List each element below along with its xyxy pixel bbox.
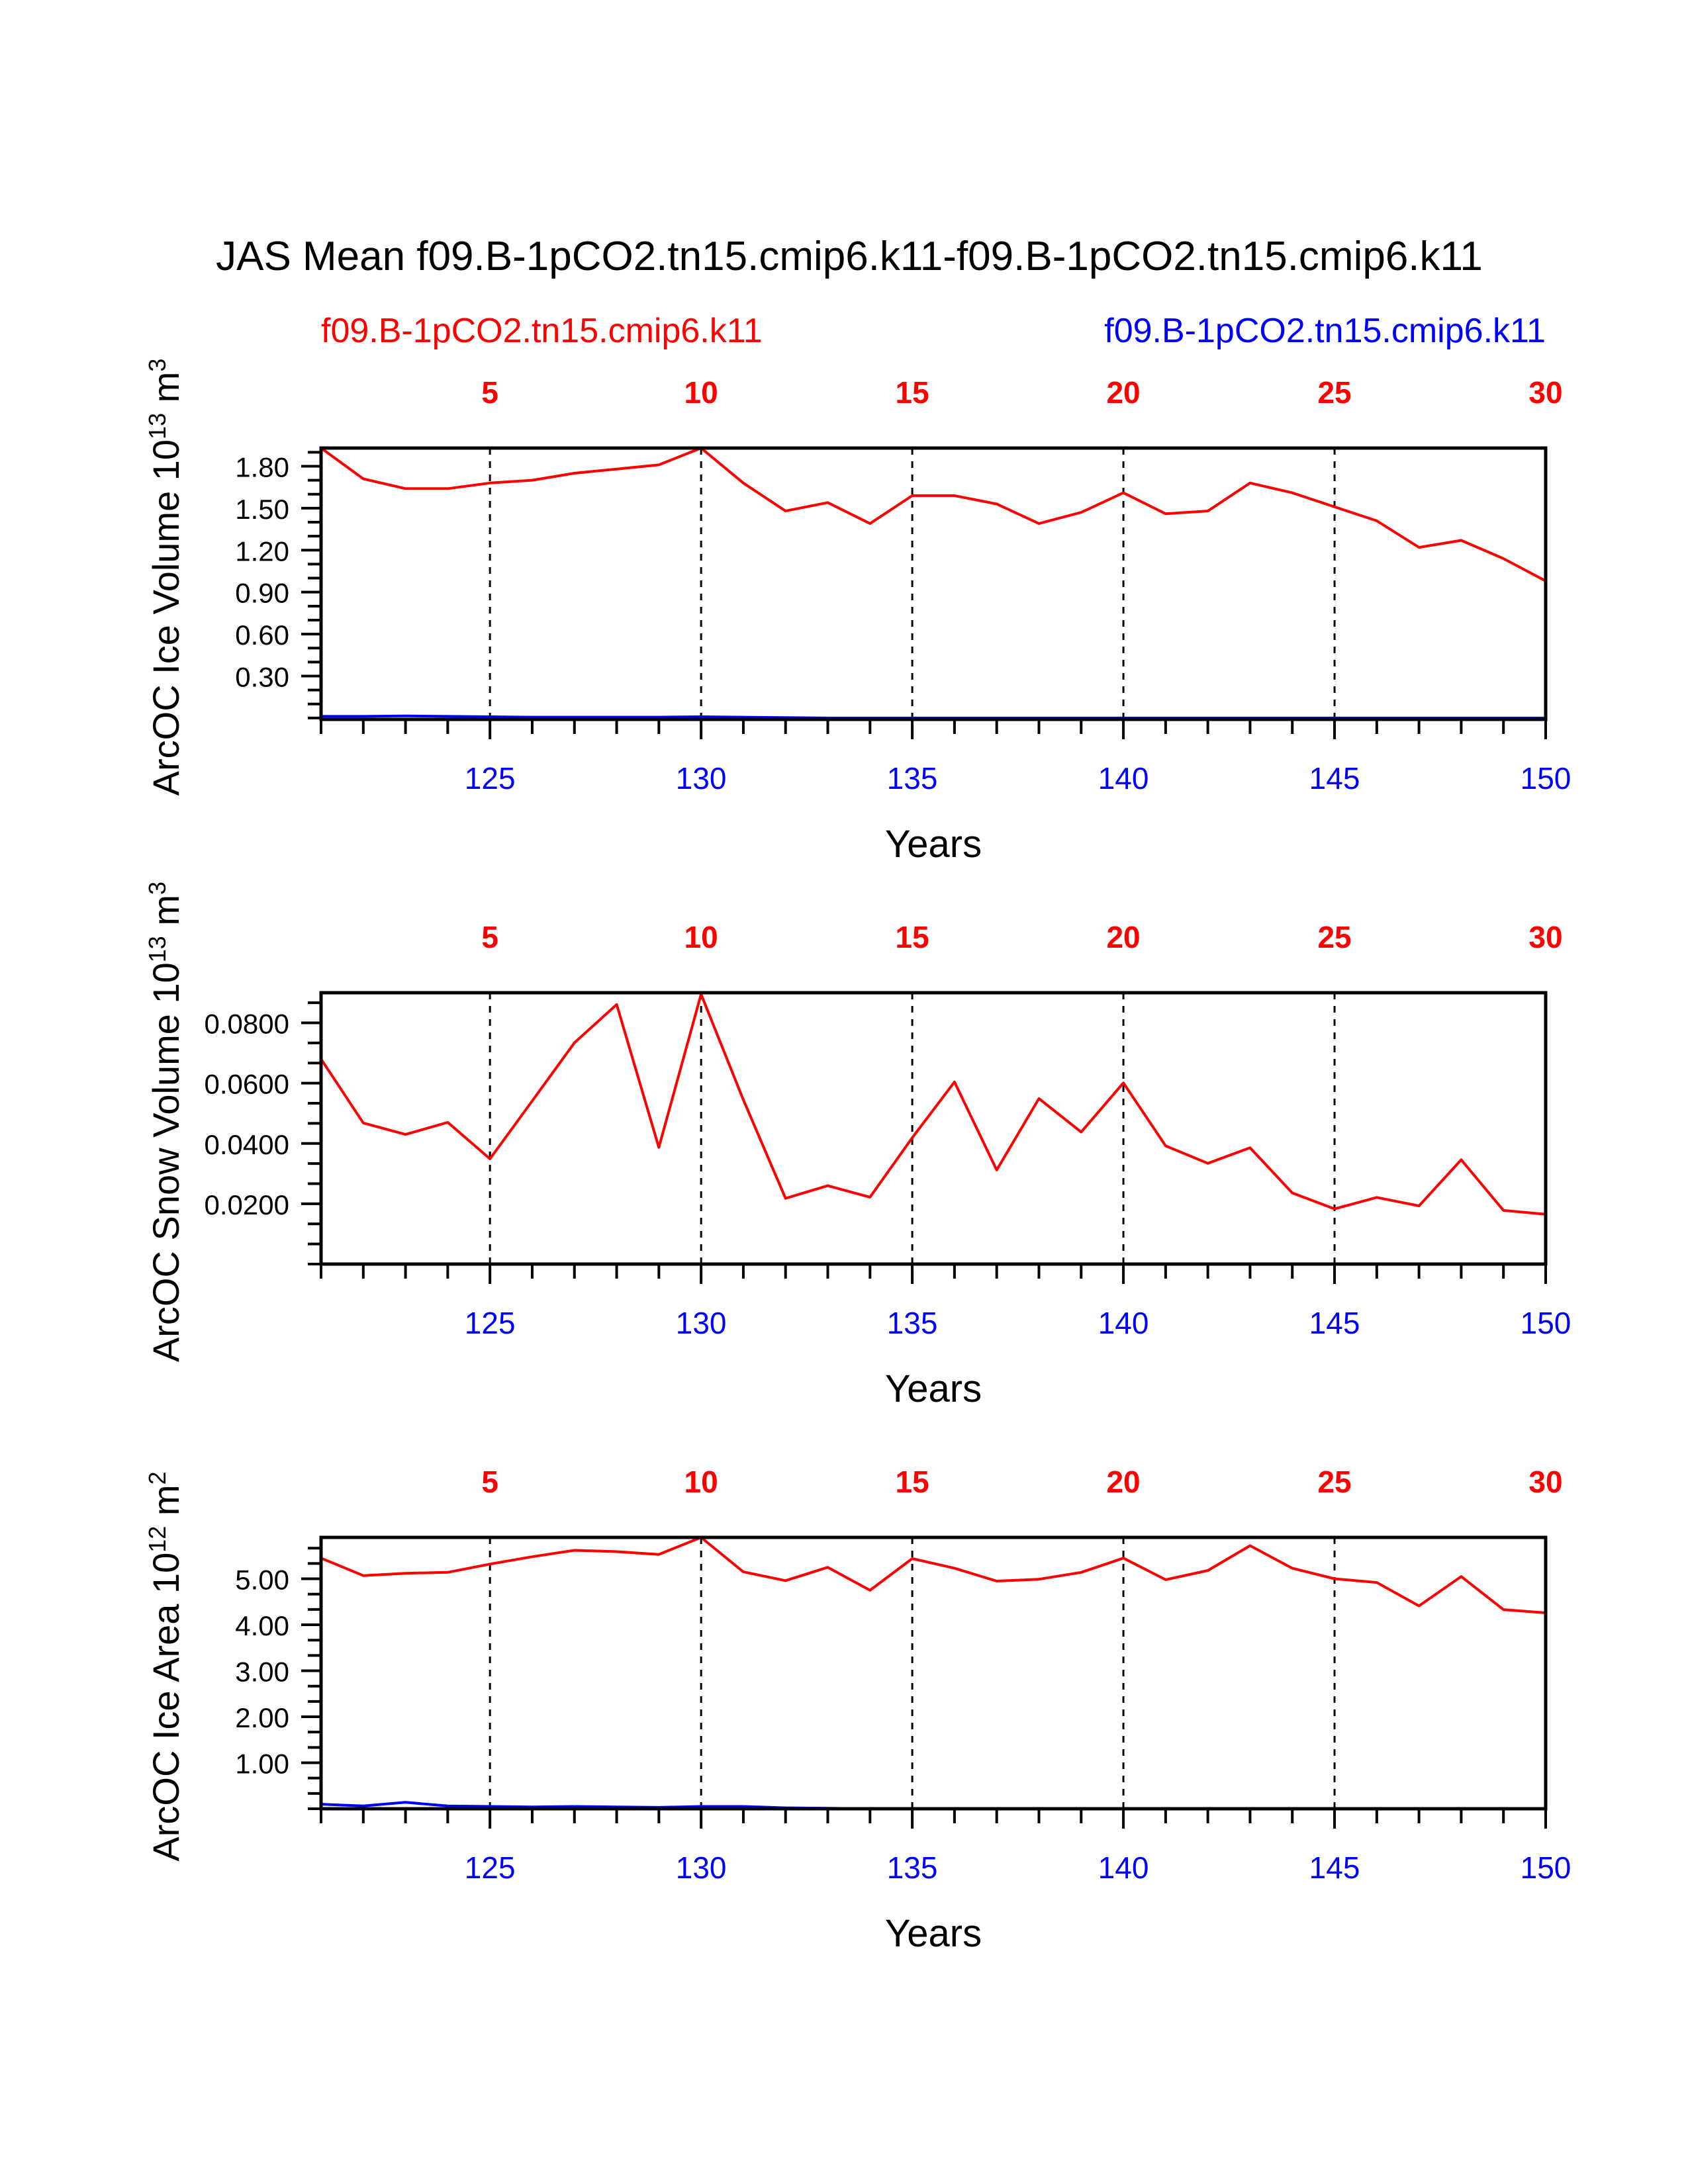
y-tick-label: 0.30 xyxy=(235,661,289,692)
bottom-tick-label: 140 xyxy=(1098,1306,1149,1340)
y-tick-label: 1.20 xyxy=(235,535,289,567)
bottom-tick-label: 130 xyxy=(676,1306,727,1340)
bottom-tick-label: 125 xyxy=(465,1850,516,1885)
y-axis-label-unit: m xyxy=(145,372,187,413)
bottom-tick-label: 130 xyxy=(676,1850,727,1885)
y-tick-label: 1.80 xyxy=(235,451,289,482)
top-tick-label: 25 xyxy=(1317,375,1351,410)
top-tick-label: 20 xyxy=(1106,920,1140,954)
legend-left-label: f09.B-1pCO2.tn15.cmip6.k11 xyxy=(321,312,763,350)
legend-right-label: f09.B-1pCO2.tn15.cmip6.k11 xyxy=(1104,312,1546,350)
top-tick-label: 10 xyxy=(684,375,718,410)
y-tick-label: 0.0600 xyxy=(205,1069,289,1100)
x-axis-label: Years xyxy=(885,1912,982,1955)
top-tick-label: 20 xyxy=(1106,1465,1140,1499)
y-axis-label-text: ArcOC Ice Area 10 xyxy=(145,1553,187,1862)
y-axis-label-unit-exponent: 3 xyxy=(144,359,171,372)
y-tick-label: 2.00 xyxy=(235,1702,289,1733)
y-tick-label: 1.00 xyxy=(235,1749,289,1780)
y-tick-label: 0.0800 xyxy=(205,1009,289,1040)
bottom-tick-label: 135 xyxy=(887,761,938,796)
bottom-tick-label: 125 xyxy=(465,761,516,796)
y-tick-label: 4.00 xyxy=(235,1610,289,1641)
y-axis-label: ArcOC Ice Area 1012 m2 xyxy=(144,1471,187,1861)
top-tick-label: 5 xyxy=(481,1465,498,1499)
bottom-tick-label: 145 xyxy=(1309,1306,1360,1340)
bottom-tick-label: 145 xyxy=(1309,1850,1360,1885)
figure-title: JAS Mean f09.B-1pCO2.tn15.cmip6.k11-f09.… xyxy=(216,234,1483,279)
bottom-tick-label: 125 xyxy=(465,1306,516,1340)
y-axis-label-unit: m xyxy=(145,1484,187,1525)
x-axis-label: Years xyxy=(885,823,982,866)
y-axis-label: ArcOC Ice Volume 1013 m3 xyxy=(144,359,187,796)
bottom-tick-label: 150 xyxy=(1521,1850,1571,1885)
y-tick-label: 0.0400 xyxy=(205,1129,289,1160)
bottom-tick-label: 145 xyxy=(1309,761,1360,796)
series-red-line xyxy=(320,447,1546,582)
y-axis-label-exponent: 13 xyxy=(144,936,171,962)
series-red-line xyxy=(320,993,1546,1216)
y-tick-label: 0.90 xyxy=(235,578,289,609)
y-axis-label-exponent: 12 xyxy=(144,1526,171,1553)
y-axis-label-text: ArcOC Snow Volume 10 xyxy=(145,962,187,1362)
top-tick-label: 15 xyxy=(896,1465,929,1499)
bottom-tick-label: 140 xyxy=(1098,1850,1149,1885)
y-axis-label-unit-exponent: 2 xyxy=(144,1471,171,1484)
bottom-tick-label: 135 xyxy=(887,1850,938,1885)
plot-frame xyxy=(319,1535,1548,1811)
top-tick-label: 30 xyxy=(1528,1465,1562,1499)
top-tick-label: 10 xyxy=(684,1465,718,1499)
bottom-tick-label: 150 xyxy=(1521,1306,1571,1340)
top-tick-label: 25 xyxy=(1317,920,1351,954)
y-tick-label: 0.60 xyxy=(235,619,289,651)
panel-3: 125 130 135 140 145 150 5 10 15 20 25 30 1.00 2.00 3.0… xyxy=(144,1465,1571,1955)
top-tick-label: 5 xyxy=(481,375,498,410)
y-tick-label: 3.00 xyxy=(235,1657,289,1688)
bottom-tick-label: 150 xyxy=(1521,761,1571,796)
series-red-line xyxy=(320,1536,1546,1614)
top-tick-label: 5 xyxy=(481,920,498,954)
panel-2: 125 130 135 140 145 150 5 10 15 20 25 30 0.0200 0.040… xyxy=(144,882,1571,1410)
y-tick-label: 1.50 xyxy=(235,494,289,525)
x-axis-label: Years xyxy=(885,1367,982,1410)
top-tick-label: 30 xyxy=(1528,920,1562,954)
y-tick-label: 5.00 xyxy=(235,1565,289,1596)
top-tick-label: 20 xyxy=(1106,375,1140,410)
top-tick-label: 15 xyxy=(896,920,929,954)
y-axis-label-unit-exponent: 3 xyxy=(144,882,171,895)
y-axis-label-unit: m xyxy=(145,895,187,936)
bottom-tick-label: 135 xyxy=(887,1306,938,1340)
bottom-tick-label: 140 xyxy=(1098,761,1149,796)
top-tick-label: 30 xyxy=(1528,375,1562,410)
plot-frame xyxy=(319,446,1548,721)
plot-frame xyxy=(319,991,1548,1266)
y-axis-label-exponent: 13 xyxy=(144,413,171,439)
y-axis-label-text: ArcOC Ice Volume 10 xyxy=(145,439,187,796)
top-tick-label: 25 xyxy=(1317,1465,1351,1499)
panel-1: 125 130 135 140 145 150 5 10 15 20 25 30 0.30 0.60 0.9… xyxy=(144,359,1571,866)
top-tick-label: 10 xyxy=(684,920,718,954)
y-tick-label: 0.0200 xyxy=(205,1189,289,1220)
bottom-tick-label: 130 xyxy=(676,761,727,796)
top-tick-label: 15 xyxy=(896,375,929,410)
y-axis-label: ArcOC Snow Volume 1013 m3 xyxy=(144,882,187,1362)
